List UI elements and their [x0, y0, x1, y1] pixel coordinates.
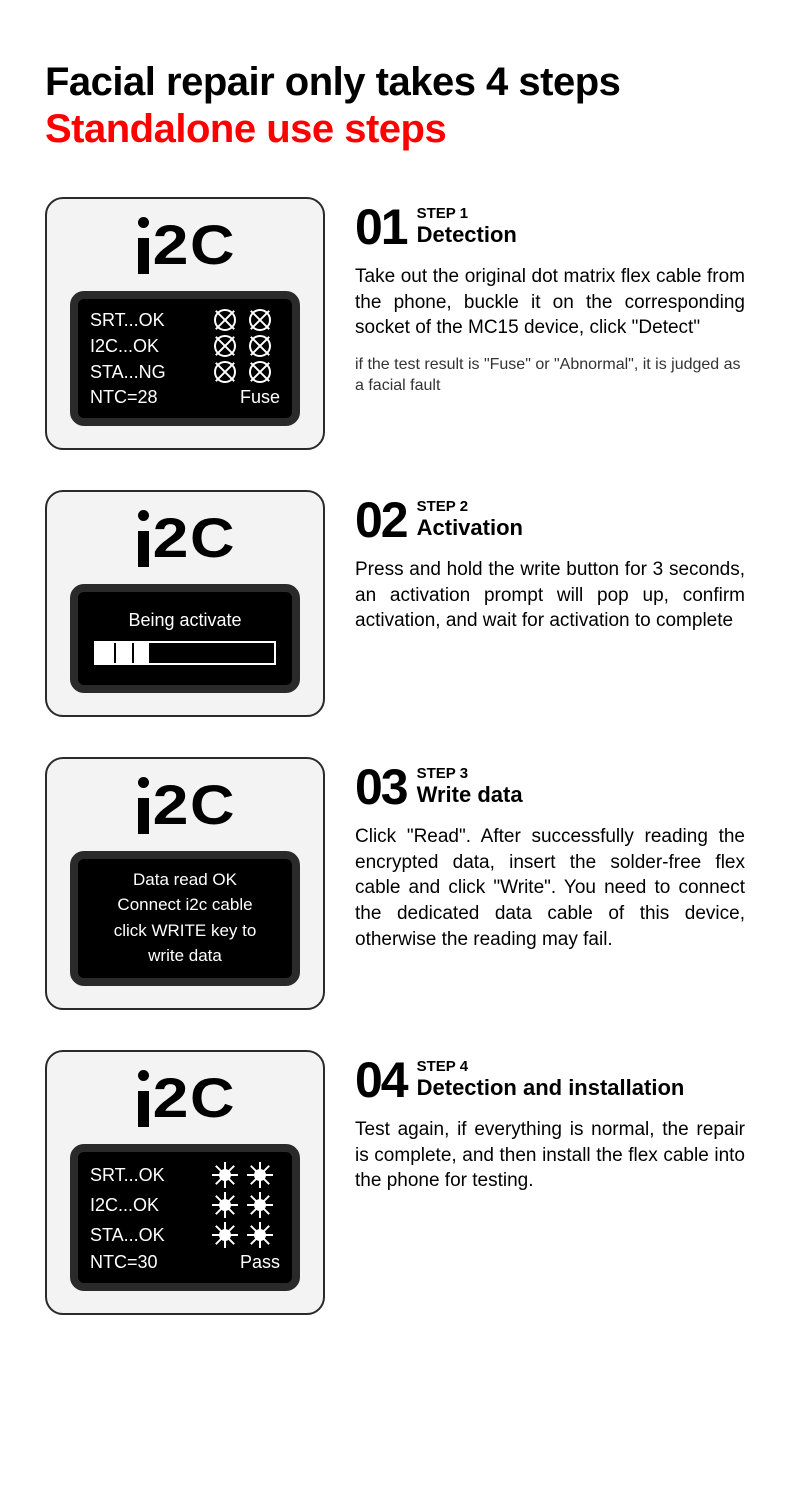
sun-icon	[240, 1192, 280, 1218]
device-card: 2C SRT...OK I2C...OK STA...OK NTC=30 Pas…	[45, 1050, 325, 1315]
screen-line: write data	[84, 943, 286, 968]
step-number: 04	[355, 1058, 407, 1103]
device-screen: Being activate	[70, 584, 300, 693]
step-text-block: 01 STEP 1 Detection Take out the origina…	[355, 197, 745, 397]
screen-row-label: I2C...OK	[90, 1195, 210, 1216]
screen-line: click WRITE key to	[84, 918, 286, 943]
x-icon	[210, 335, 240, 357]
screen-result: Pass	[240, 1252, 280, 1273]
step-number: 01	[355, 205, 407, 250]
i2c-logo: 2C	[138, 1070, 233, 1126]
step-row-4: 2C SRT...OK I2C...OK STA...OK NTC=30 Pas…	[45, 1050, 745, 1315]
i2c-logo: 2C	[138, 217, 233, 273]
i2c-logo: 2C	[138, 777, 233, 833]
step-small-label: STEP 1	[417, 205, 517, 222]
step-row-2: 2C Being activate 02 STEP 2 Activation P…	[45, 490, 745, 717]
sun-icon	[210, 1192, 240, 1218]
page-subtitle: Standalone use steps	[45, 107, 745, 152]
step-text-block: 03 STEP 3 Write data Click "Read". After…	[355, 757, 745, 952]
screen-result: Fuse	[240, 387, 280, 408]
step-number: 02	[355, 498, 407, 543]
screen-ntc: NTC=28	[90, 387, 210, 408]
device-card: 2C SRT...OK I2C...OK STA...NG NTC=28 Fus…	[45, 197, 325, 450]
sun-icon	[210, 1222, 240, 1248]
screen-row-label: SRT...OK	[90, 310, 210, 331]
screen-ntc: NTC=30	[90, 1252, 210, 1273]
step-row-3: 2C Data read OK Connect i2c cable click …	[45, 757, 745, 1010]
device-card: 2C Data read OK Connect i2c cable click …	[45, 757, 325, 1010]
step-title: Detection and installation	[417, 1075, 685, 1101]
x-icon	[240, 309, 280, 331]
step-note: if the test result is "Fuse" or "Abnorma…	[355, 355, 745, 397]
device-screen: Data read OK Connect i2c cable click WRI…	[70, 851, 300, 986]
step-row-1: 2C SRT...OK I2C...OK STA...NG NTC=28 Fus…	[45, 197, 745, 450]
screen-message: Being activate	[90, 606, 280, 641]
device-screen: SRT...OK I2C...OK STA...NG NTC=28 Fuse	[70, 291, 300, 426]
step-small-label: STEP 2	[417, 498, 523, 515]
step-small-label: STEP 4	[417, 1058, 685, 1075]
device-card: 2C Being activate	[45, 490, 325, 717]
screen-line: Data read OK	[84, 867, 286, 892]
step-description: Take out the original dot matrix flex ca…	[355, 264, 745, 341]
x-icon	[240, 361, 280, 383]
step-small-label: STEP 3	[417, 765, 523, 782]
screen-row-label: STA...OK	[90, 1225, 210, 1246]
step-description: Click "Read". After successfully reading…	[355, 824, 745, 952]
step-description: Press and hold the write button for 3 se…	[355, 557, 745, 634]
device-screen: SRT...OK I2C...OK STA...OK NTC=30 Pass	[70, 1144, 300, 1291]
step-text-block: 02 STEP 2 Activation Press and hold the …	[355, 490, 745, 634]
x-icon	[210, 361, 240, 383]
step-title: Write data	[417, 782, 523, 808]
step-number: 03	[355, 765, 407, 810]
sun-icon	[210, 1162, 240, 1188]
progress-bar	[94, 641, 276, 665]
step-title: Detection	[417, 222, 517, 248]
screen-row-label: SRT...OK	[90, 1165, 210, 1186]
sun-icon	[240, 1162, 280, 1188]
screen-row-label: STA...NG	[90, 362, 210, 383]
sun-icon	[240, 1222, 280, 1248]
step-description: Test again, if everything is normal, the…	[355, 1117, 745, 1194]
page-title: Facial repair only takes 4 steps	[45, 60, 745, 105]
screen-line: Connect i2c cable	[84, 892, 286, 917]
x-icon	[240, 335, 280, 357]
step-title: Activation	[417, 515, 523, 541]
screen-row-label: I2C...OK	[90, 336, 210, 357]
i2c-logo: 2C	[138, 510, 233, 566]
x-icon	[210, 309, 240, 331]
step-text-block: 04 STEP 4 Detection and installation Tes…	[355, 1050, 745, 1194]
